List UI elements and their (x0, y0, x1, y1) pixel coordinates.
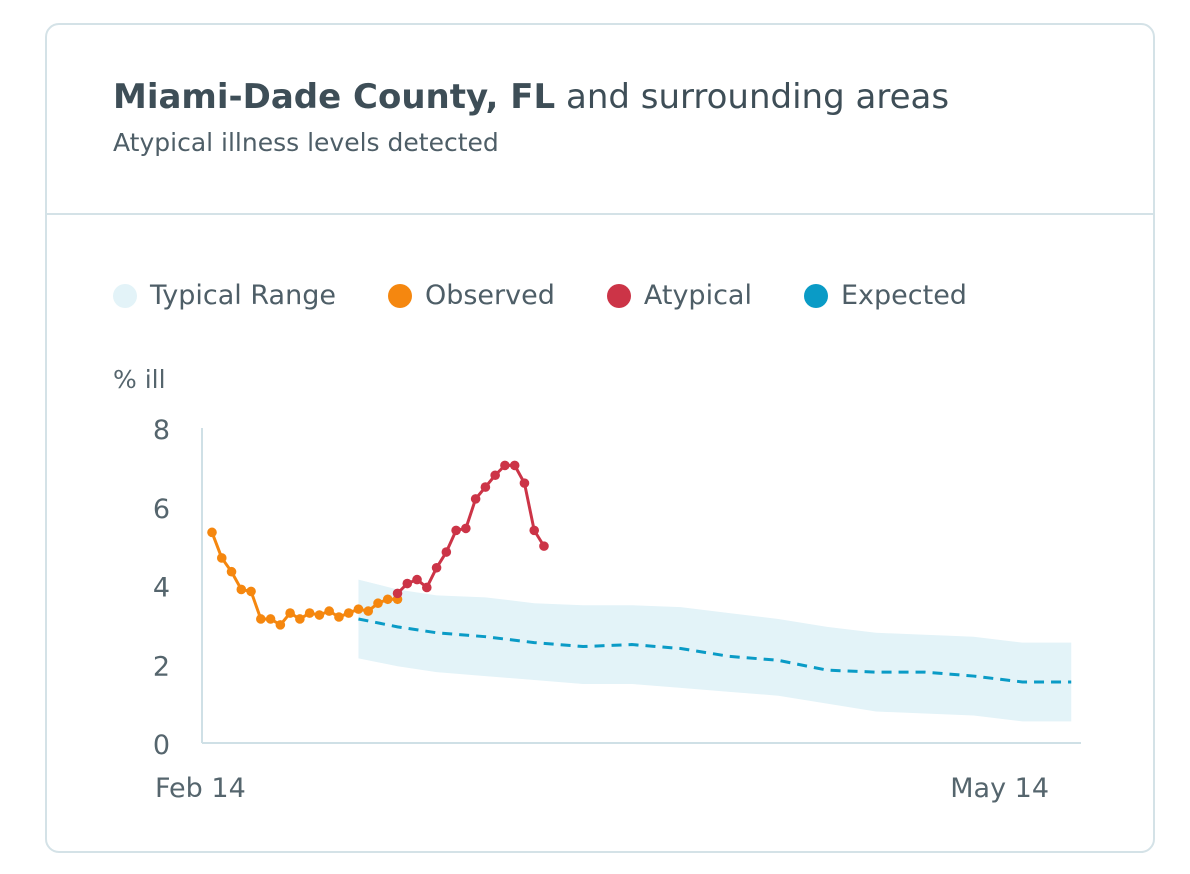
legend-swatch-atypical (606, 283, 631, 308)
observed-data-point (226, 566, 237, 577)
page-title: Miami-Dade County, FL and surrounding ar… (113, 77, 949, 117)
observed-data-point (295, 614, 305, 624)
observed-data-point (382, 594, 393, 605)
observed-data-point (363, 606, 374, 616)
observed-data-point (275, 620, 286, 630)
observed-data-point (304, 608, 315, 618)
observed-data-point (324, 606, 334, 616)
typical-range-band (358, 579, 1072, 722)
y-tick-label: 6 (153, 494, 170, 525)
atypical-data-point (441, 547, 452, 557)
legend-swatch-expected (803, 283, 828, 308)
observed-data-point (314, 610, 325, 620)
title-suffix: and surrounding areas (565, 77, 950, 117)
atypical-data-point (519, 478, 530, 488)
atypical-series-line (396, 463, 546, 595)
atypical-data-point (461, 523, 471, 534)
atypical-data-point (509, 460, 520, 471)
observed-data-point (236, 584, 247, 595)
legend-label: Typical Range (150, 280, 336, 311)
observed-data-point (207, 527, 217, 538)
observed-data-point (343, 608, 354, 618)
atypical-data-point (392, 588, 403, 599)
x-tick-label: May 14 (950, 773, 1049, 804)
atypical-data-point (539, 541, 549, 551)
legend-item-atypical: Atypical (606, 280, 752, 311)
atypical-data-point (470, 494, 481, 504)
atypical-data-point (422, 582, 432, 593)
atypical-data-point (500, 460, 510, 471)
chart-legend: Typical Range Observed Atypical Expected (113, 280, 1019, 311)
atypical-data-point (431, 562, 442, 573)
y-tick-label: 4 (153, 573, 170, 604)
y-tick-label: 2 (153, 651, 170, 682)
y-axis-label: % ill (113, 365, 166, 394)
observed-data-point (256, 614, 266, 624)
atypical-data-point (480, 482, 491, 492)
status-subtitle: Atypical illness levels detected (113, 128, 499, 157)
expected-series-line (358, 617, 1072, 684)
title-location: Miami-Dade County, FL (113, 77, 556, 117)
legend-label: Observed (424, 280, 555, 311)
y-tick-label: 0 (153, 730, 170, 761)
atypical-data-point (529, 525, 540, 536)
atypical-data-point (402, 578, 413, 589)
legend-label: Expected (840, 280, 967, 311)
observed-data-point (353, 604, 364, 614)
observed-data-point (285, 608, 295, 618)
observed-data-point (334, 612, 344, 622)
legend-label: Atypical (643, 280, 752, 311)
observed-data-point (246, 586, 256, 597)
legend-item-typical-range: Typical Range (113, 280, 336, 311)
observed-data-point (373, 598, 383, 609)
atypical-data-point (490, 470, 500, 481)
atypical-data-point (451, 525, 461, 536)
x-tick-label: Feb 14 (155, 773, 246, 804)
legend-swatch-typical-range (113, 283, 137, 308)
chart-card: Miami-Dade County, FL and surrounding ar… (45, 23, 1155, 853)
legend-item-expected: Expected (803, 280, 967, 311)
legend-item-observed: Observed (387, 280, 555, 311)
card-header: Miami-Dade County, FL and surrounding ar… (47, 25, 1153, 215)
observed-data-point (265, 614, 276, 624)
observed-data-point (216, 553, 227, 563)
legend-swatch-observed (387, 283, 412, 308)
atypical-data-point (412, 574, 422, 585)
y-tick-label: 8 (153, 415, 170, 446)
